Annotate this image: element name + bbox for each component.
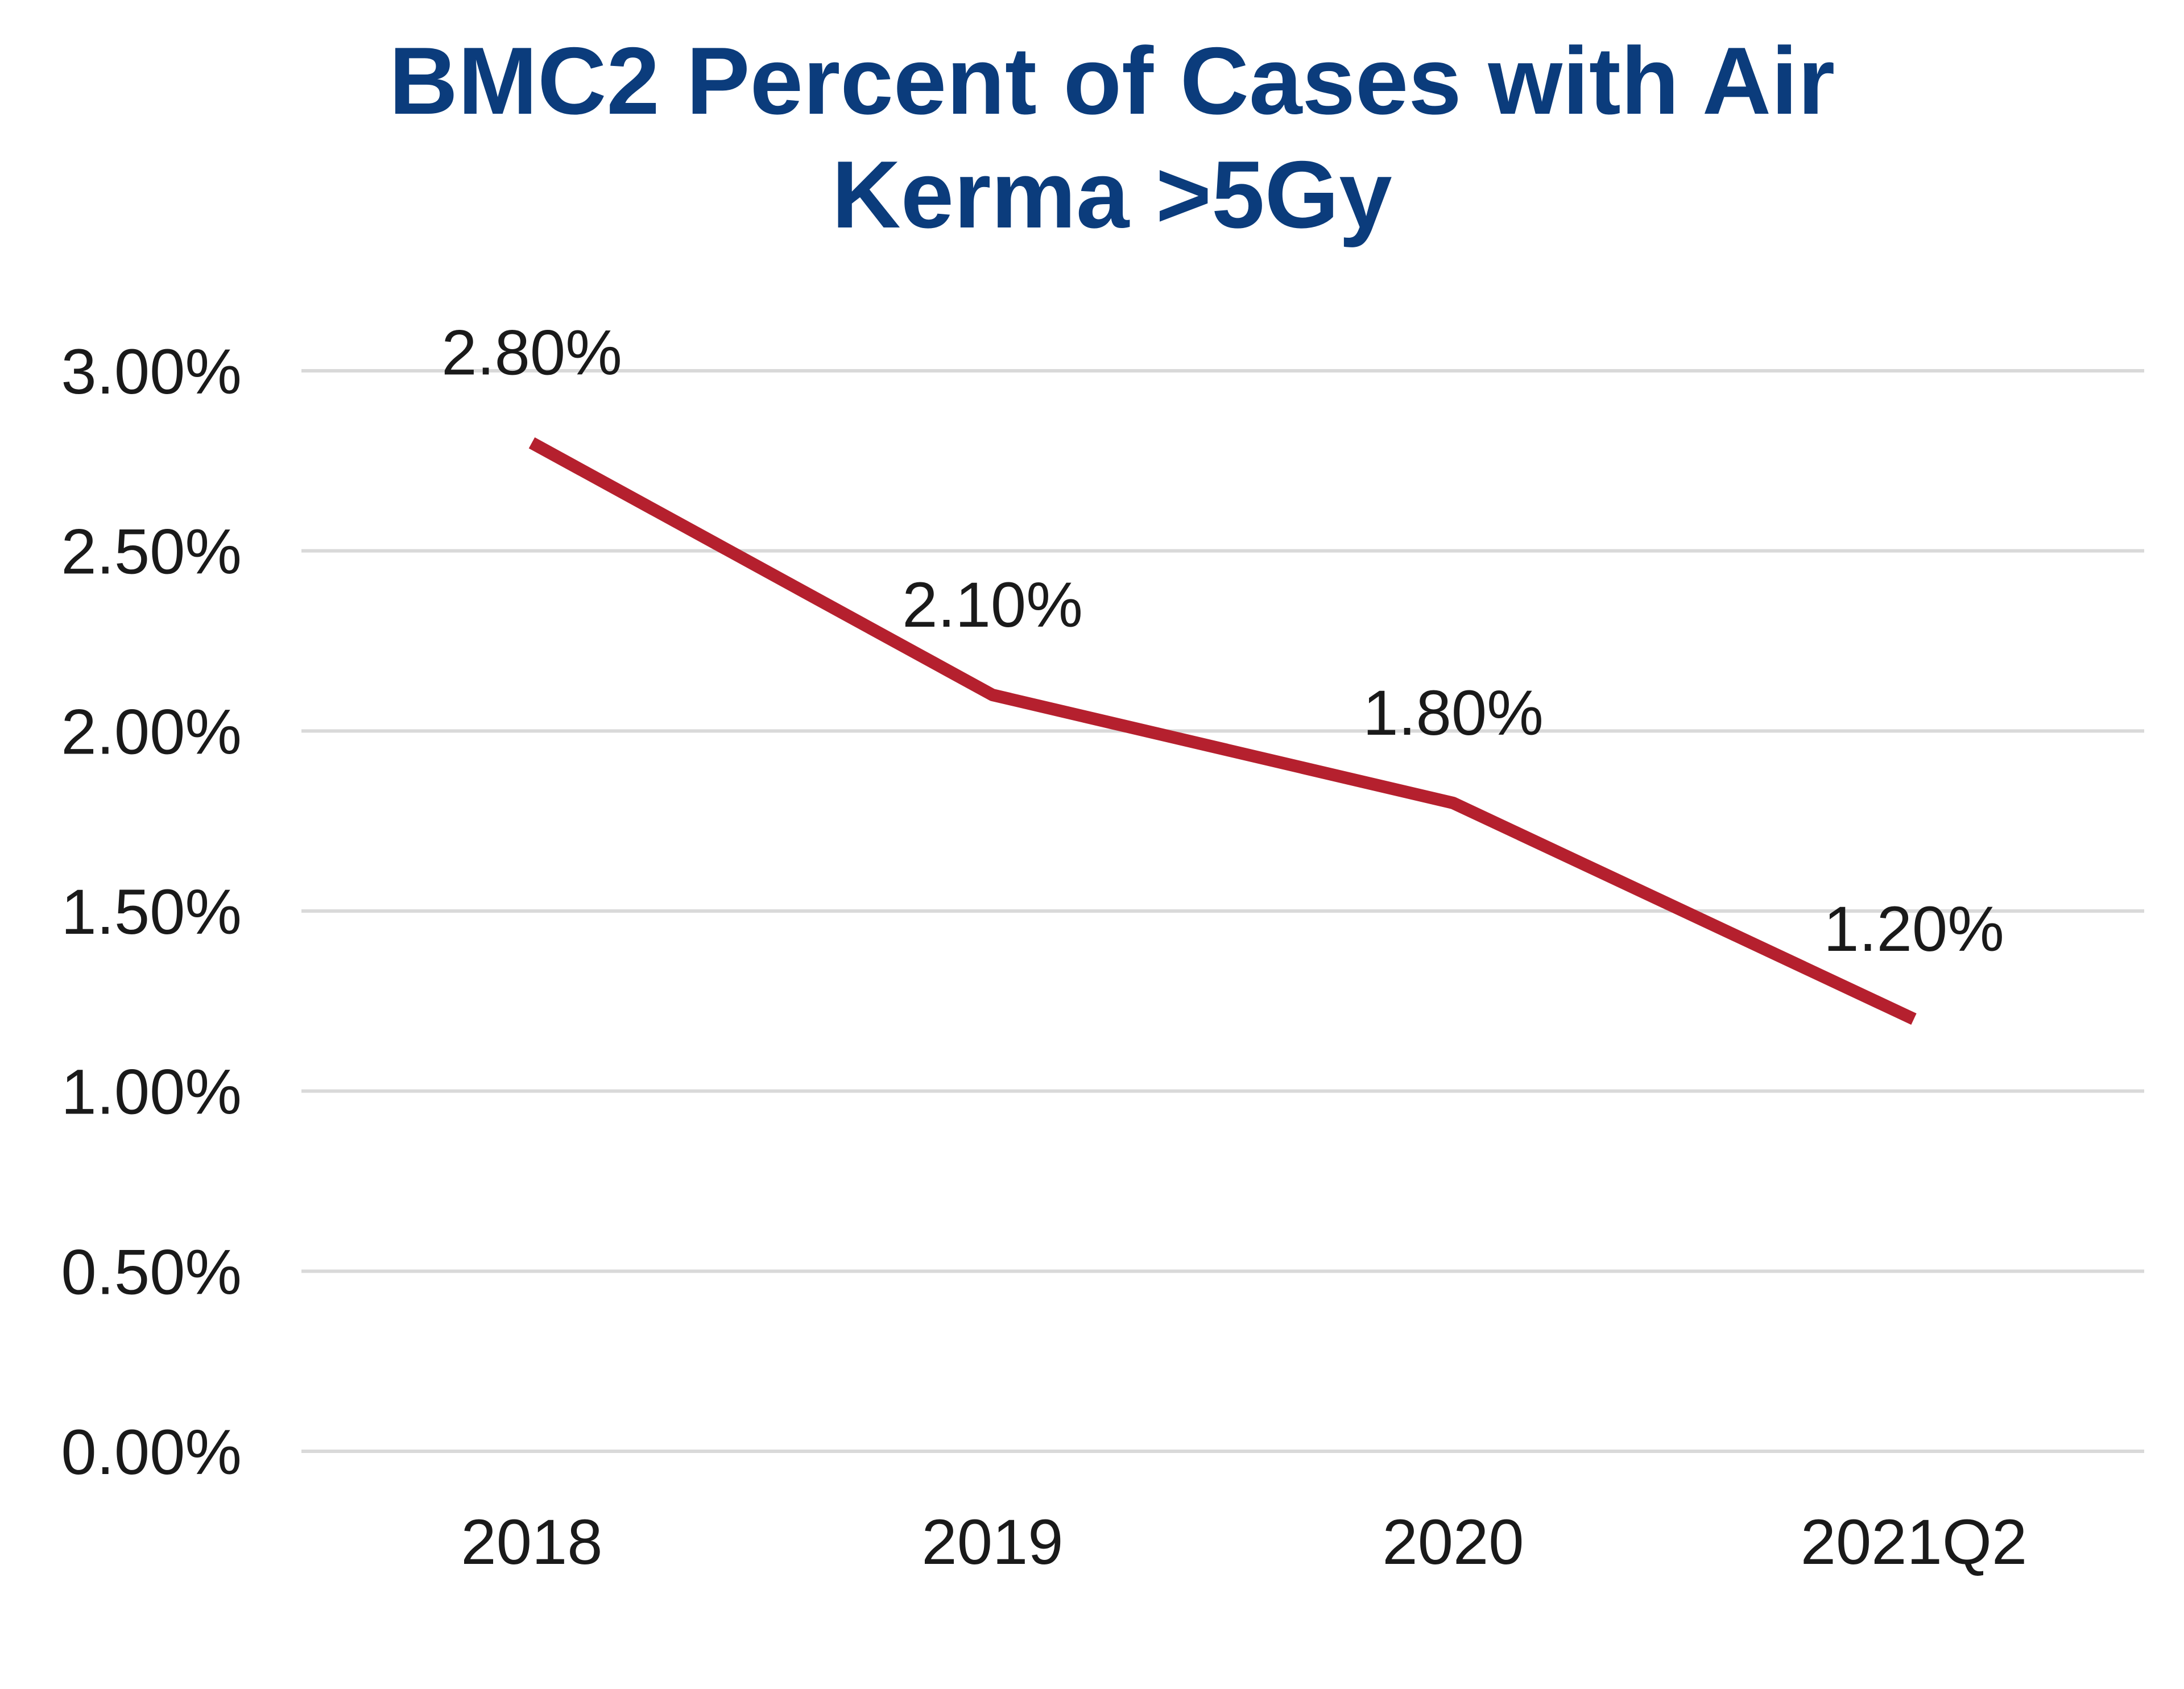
x-axis-tick-labels: 2018 2019 2020 2021Q2 <box>461 1506 2027 1578</box>
x-tick-label: 2018 <box>461 1506 602 1578</box>
data-labels: 2.80% 2.10% 1.80% 1.20% <box>441 317 2004 964</box>
y-tick-label: 1.50% <box>61 876 242 947</box>
y-tick-label: 3.00% <box>61 336 242 407</box>
chart-title: BMC2 Percent of Cases with Air Kerma >5G… <box>389 27 1835 248</box>
data-label: 1.80% <box>1363 677 1544 748</box>
x-tick-label: 2021Q2 <box>1801 1506 2028 1578</box>
y-tick-label: 1.00% <box>61 1057 242 1128</box>
x-tick-label: 2020 <box>1382 1506 1524 1578</box>
data-label: 1.20% <box>1823 893 2004 964</box>
y-tick-label: 2.00% <box>61 696 242 767</box>
data-label: 2.80% <box>441 317 622 388</box>
x-tick-label: 2019 <box>921 1506 1063 1578</box>
y-tick-label: 2.50% <box>61 516 242 587</box>
y-axis-tick-labels: 0.00% 0.50% 1.00% 1.50% 2.00% 2.50% 3.00% <box>61 336 242 1488</box>
chart-title-line-2: Kerma >5Gy <box>832 141 1392 248</box>
y-tick-label: 0.50% <box>61 1236 242 1307</box>
data-series <box>528 437 1917 1025</box>
data-label: 2.10% <box>902 569 1083 640</box>
y-tick-label: 0.00% <box>61 1417 242 1488</box>
chart-title-line-1: BMC2 Percent of Cases with Air <box>389 27 1835 134</box>
gridlines <box>301 369 2144 1453</box>
series-line <box>528 437 1917 1025</box>
